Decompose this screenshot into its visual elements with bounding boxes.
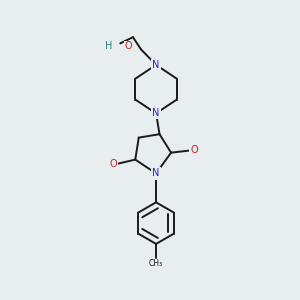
Text: O: O	[124, 41, 132, 51]
Text: CH₃: CH₃	[149, 259, 163, 268]
Text: O: O	[190, 145, 198, 155]
Text: N: N	[152, 60, 160, 70]
Text: H: H	[105, 41, 112, 51]
Text: O: O	[109, 159, 117, 169]
Text: N: N	[152, 108, 160, 118]
Text: N: N	[152, 168, 160, 178]
